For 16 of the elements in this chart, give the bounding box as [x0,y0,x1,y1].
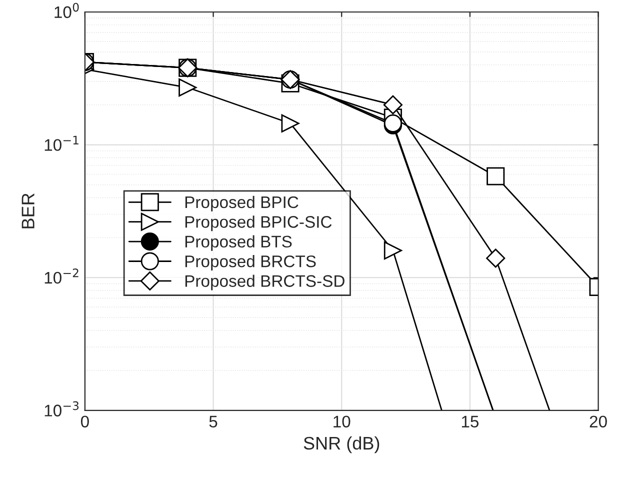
y-tick-label: 10$^{−1}$ [44,136,78,151]
x-tick-label: 10 [334,416,350,428]
legend-label: Proposed BTS [185,235,292,251]
y-tick-label: 10$^{−2}$ [44,268,78,284]
x-axis-title: SNR (dB) [304,436,380,454]
legend-label: Proposed BRCTS [185,255,316,271]
x-tick-label: 20 [590,416,607,428]
legend-label: Proposed BPIC-SIC [185,216,332,232]
legend-label: Proposed BPIC [185,196,298,212]
y-tick-label: 10$^{0}$ [54,2,79,18]
x-tick-label: 5 [209,416,218,428]
legend-label: Proposed BRCTS-SD [185,274,344,290]
y-tick-label: 10$^{−3}$ [44,401,79,416]
y-axis-title: BER [22,193,34,228]
x-tick-label: 0 [80,416,89,428]
x-tick-label: 15 [462,416,479,428]
